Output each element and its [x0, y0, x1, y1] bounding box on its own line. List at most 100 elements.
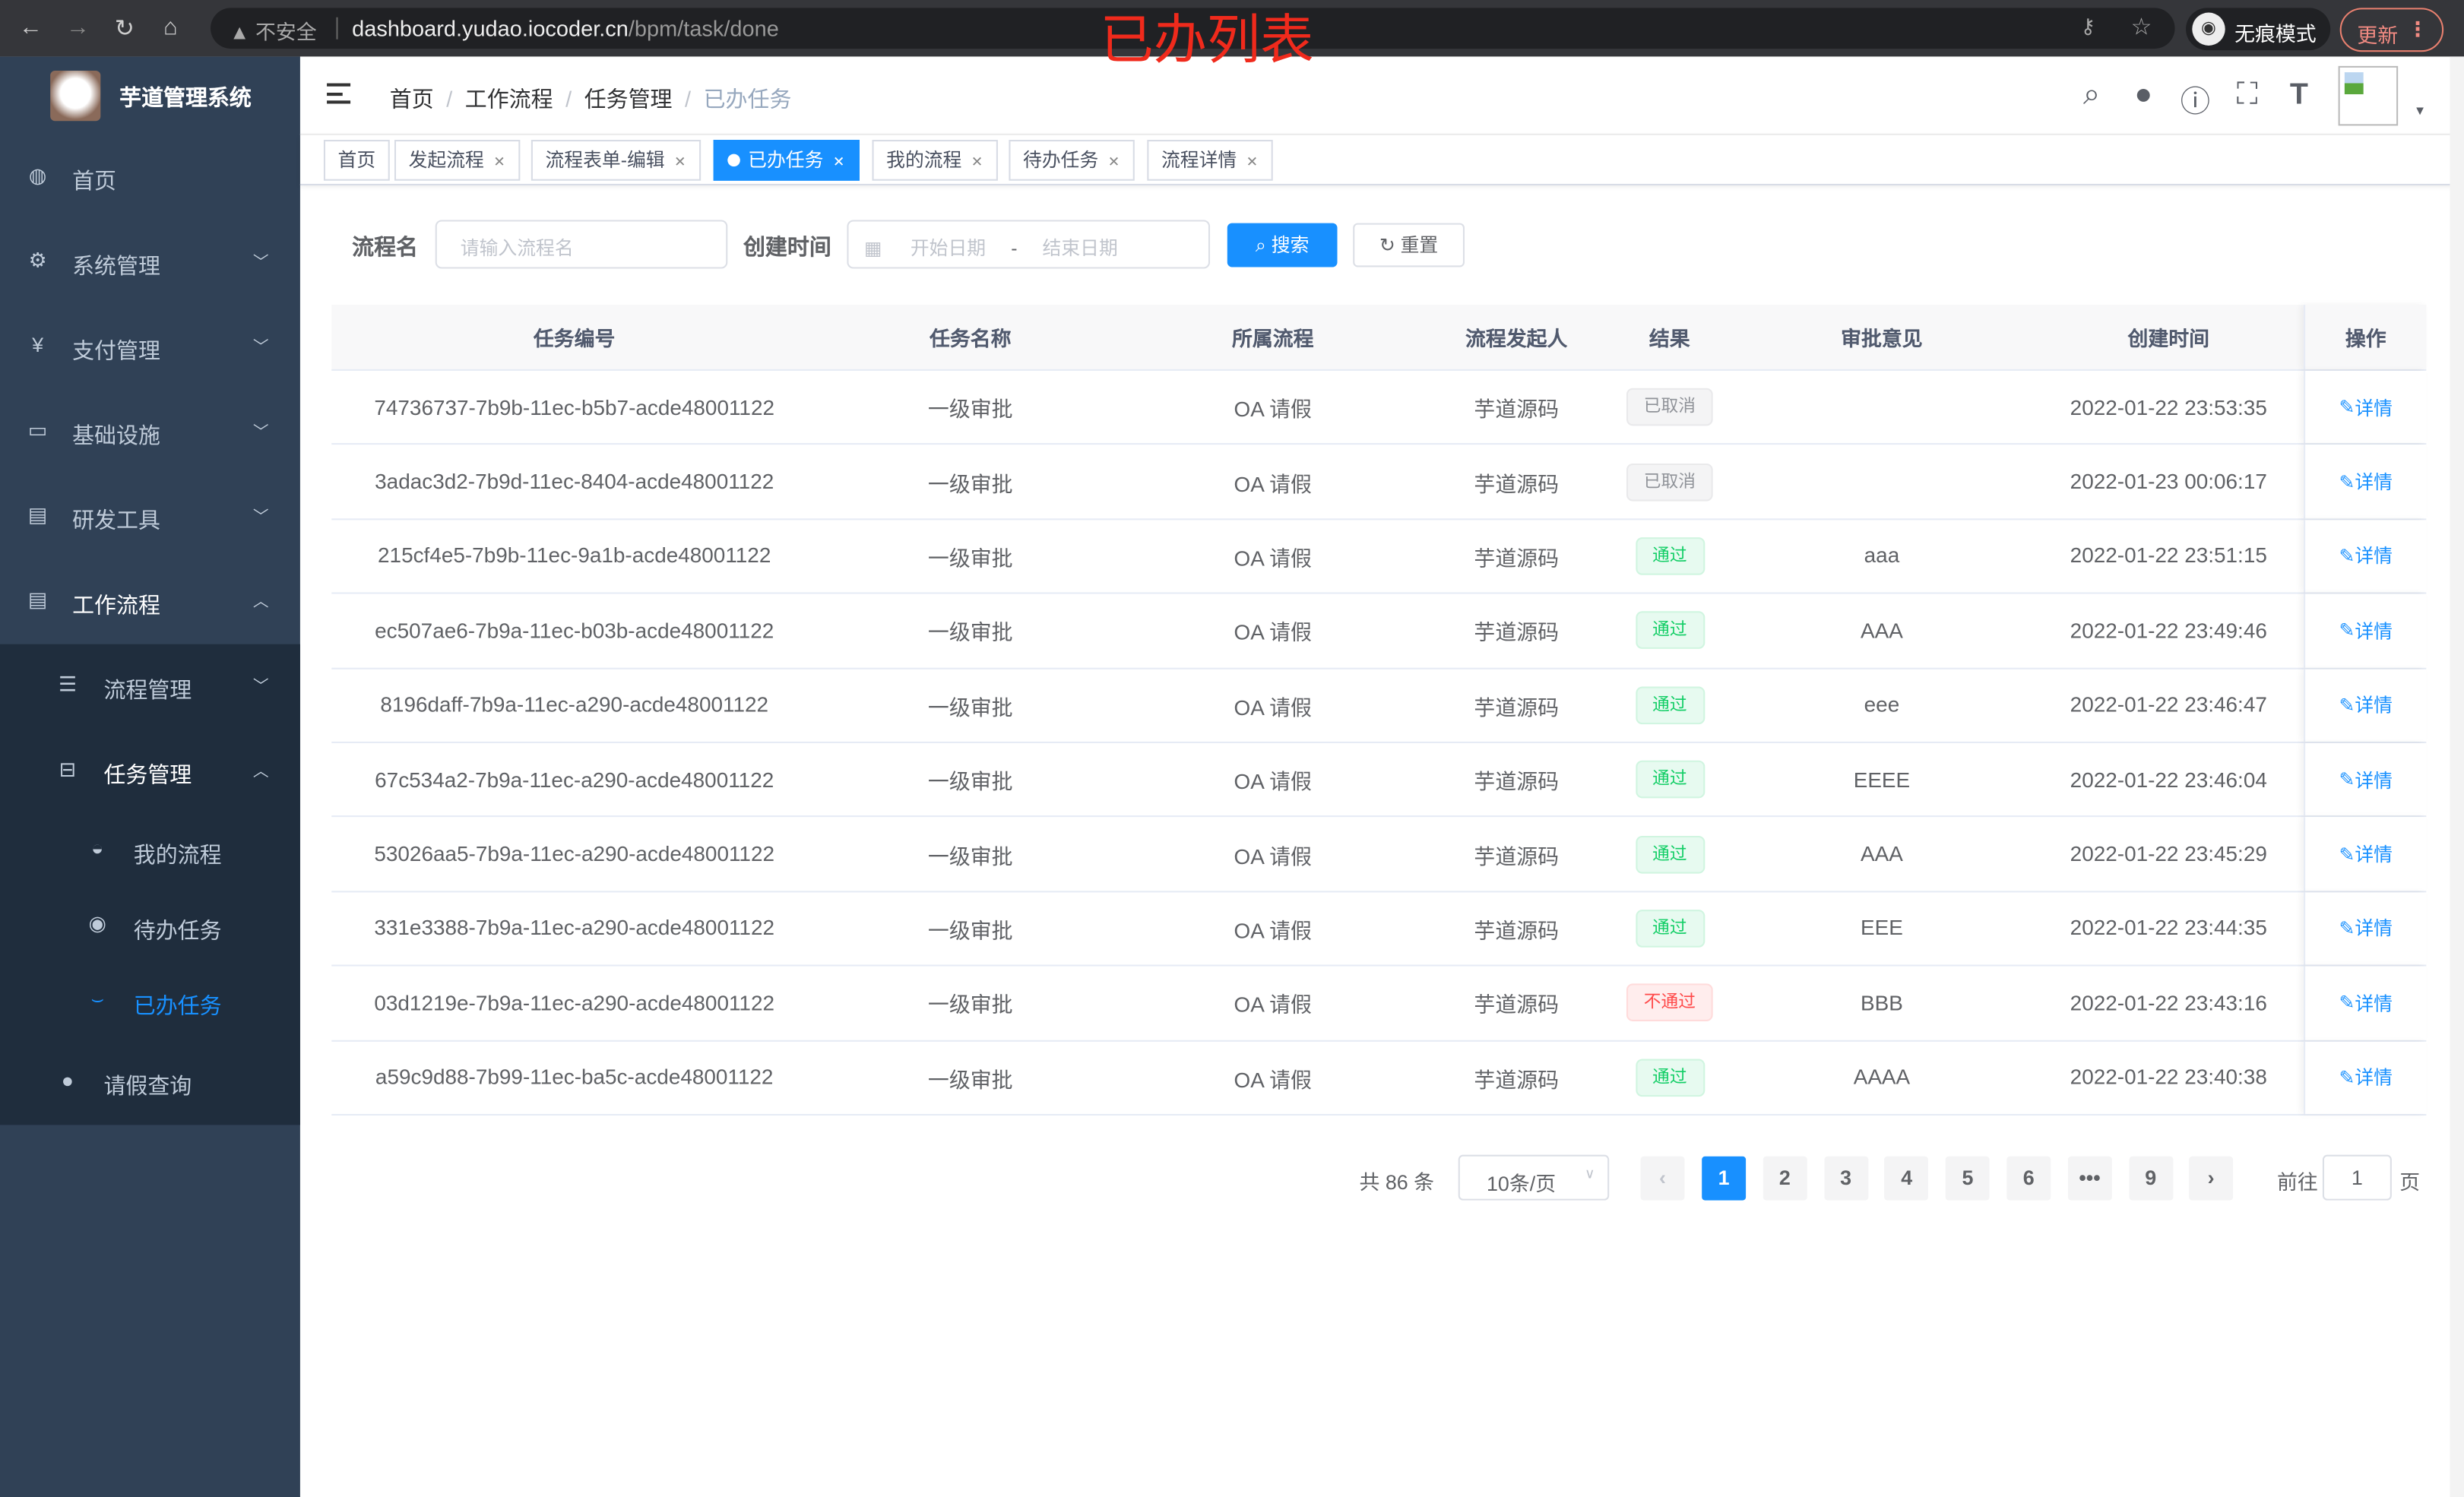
page-button[interactable]: 5	[1946, 1156, 1990, 1201]
column-header-operation[interactable]: 操作	[2304, 305, 2427, 369]
page-size-select[interactable]: 10条/页 ∨	[1458, 1154, 1610, 1201]
page-button[interactable]: 3	[1823, 1156, 1868, 1201]
detail-button[interactable]: ✎ 详情	[2304, 891, 2427, 965]
sidebar-item-home[interactable]: ◍ 首页	[0, 135, 300, 220]
sidebar-item-devtools[interactable]: ▤ 研发工具 ﹀	[0, 474, 300, 559]
cell-text: 详情	[2355, 397, 2393, 419]
breadcrumb-item[interactable]: 任务管理	[584, 86, 673, 112]
detail-button[interactable]: ✎ 详情	[2304, 742, 2427, 816]
tag-done-tasks[interactable]: 已办任务 ✕	[713, 140, 860, 181]
tag-process-detail[interactable]: 流程详情 ✕	[1147, 140, 1272, 181]
forward-icon[interactable]: →	[65, 14, 90, 41]
column-header-process[interactable]: 所属流程	[1123, 305, 1422, 369]
url-text[interactable]: dashboard.yudao.iocoder.cn/bpm/task/done	[352, 16, 779, 41]
column-header-task-name[interactable]: 任务名称	[817, 305, 1123, 369]
tag-label: 流程表单-编辑	[545, 149, 665, 172]
fullscreen-icon[interactable]: ⛶	[2236, 78, 2258, 112]
close-icon[interactable]: ✕	[1246, 153, 1259, 170]
detail-button[interactable]: ✎ 详情	[2304, 1040, 2427, 1114]
detail-button[interactable]: ✎ 详情	[2304, 519, 2427, 593]
close-icon[interactable]: ✕	[493, 153, 505, 170]
column-header-starter[interactable]: 流程发起人	[1422, 305, 1610, 369]
page-button[interactable]: 6	[2006, 1156, 2051, 1201]
detail-button[interactable]: ✎ 详情	[2304, 668, 2427, 742]
column-header-create-time[interactable]: 创建时间	[2035, 305, 2302, 369]
end-date-input[interactable]: 结束日期	[1042, 237, 1118, 260]
avatar[interactable]	[2338, 65, 2399, 126]
security-warning[interactable]: ▲ 不安全	[230, 16, 317, 46]
menu-label: 流程管理	[103, 677, 192, 703]
prev-page-button[interactable]: ‹	[1640, 1156, 1685, 1201]
breadcrumb-separator: /	[685, 86, 692, 112]
caret-down-icon[interactable]: ▼	[2413, 103, 2427, 119]
sidebar-item-todo[interactable]: ◉ 待办任务	[0, 889, 300, 964]
next-page-button[interactable]: ›	[2189, 1156, 2234, 1201]
cell-comment: eee	[1728, 669, 2035, 742]
more-pages-button[interactable]: •••	[2067, 1156, 2112, 1201]
sidebar-item-system[interactable]: ⚙ 系统管理 ﹀	[0, 220, 300, 305]
sidebar-item-infra[interactable]: ▭ 基础设施 ﹀	[0, 390, 300, 475]
detail-button[interactable]: ✎ 详情	[2304, 817, 2427, 891]
column-header-result[interactable]: 结果	[1610, 305, 1728, 369]
close-icon[interactable]: ✕	[674, 153, 686, 170]
search-icon[interactable]: ⌕	[2082, 78, 2100, 112]
search-button[interactable]: ⌕ 搜索	[1227, 223, 1338, 267]
update-button[interactable]: 更新 ⋮	[2339, 8, 2444, 52]
detail-button[interactable]: ✎ 详情	[2304, 966, 2427, 1040]
sidebar-item-process-manage[interactable]: ☰ 流程管理 ﹀	[0, 644, 300, 730]
page-button[interactable]: 9	[2128, 1156, 2173, 1201]
key-icon[interactable]: ⚷	[2080, 14, 2096, 38]
star-icon[interactable]: ☆	[2130, 14, 2152, 41]
page-button[interactable]: 1	[1702, 1156, 1747, 1201]
date-range-picker[interactable]: ▦ 开始日期 - 结束日期	[847, 220, 1211, 269]
address-bar[interactable]: ▲ 不安全 dashboard.yudao.iocoder.cn/bpm/tas…	[211, 8, 2175, 49]
sidebar-logo[interactable]: 芋道管理系统	[0, 56, 300, 135]
breadcrumb-item[interactable]: 首页	[389, 86, 434, 112]
incognito-label: 无痕模式	[2234, 21, 2317, 46]
help-icon[interactable]: ⓘ	[2180, 86, 2211, 120]
sidebar-item-leave[interactable]: ● 请假查询	[0, 1040, 300, 1125]
home-icon[interactable]: ⌂	[163, 14, 178, 41]
detail-button[interactable]: ✎ 详情	[2304, 445, 2427, 518]
cell-create-time: 2022-01-22 23:46:04	[2035, 743, 2302, 816]
page-button[interactable]: 2	[1762, 1156, 1807, 1201]
font-size-icon[interactable]: T	[2289, 78, 2308, 112]
close-icon[interactable]: ✕	[971, 153, 983, 170]
reload-icon[interactable]: ↻	[114, 15, 135, 43]
sidebar-item-workflow[interactable]: ▤ 工作流程 ︿	[0, 559, 300, 644]
refresh-icon: ↻	[1379, 234, 1395, 257]
sidebar-item-pay[interactable]: ¥ 支付管理 ﹀	[0, 305, 300, 390]
app-title: 芋道管理系统	[119, 84, 252, 110]
cell-task-name: 一级审批	[817, 743, 1123, 816]
hamburger-icon[interactable]	[327, 83, 351, 104]
page-scrollbar[interactable]	[2450, 56, 2464, 1497]
close-icon[interactable]: ✕	[1107, 153, 1120, 170]
start-date-input[interactable]: 开始日期	[910, 237, 987, 260]
detail-button[interactable]: ✎ 详情	[2304, 370, 2427, 444]
sidebar-item-done[interactable]: ⌣ 已办任务	[0, 965, 300, 1040]
sidebar-item-task-manage[interactable]: ⊟ 任务管理 ︿	[0, 729, 300, 814]
column-header-comment[interactable]: 审批意见	[1728, 305, 2035, 369]
tag-todo[interactable]: 待办任务 ✕	[1009, 140, 1134, 181]
sidebar-item-my-process[interactable]: ◒ 我的流程	[0, 814, 300, 889]
cell-starter: 芋道源码	[1422, 445, 1610, 518]
tags-view: 首页 发起流程 ✕ 流程表单-编辑 ✕ 已办任务 ✕ 我的流程 ✕ 待办任务 ✕ 流程详情…	[299, 135, 2464, 185]
tag-label: 待办任务	[1023, 149, 1099, 172]
github-icon[interactable]: ●	[2134, 78, 2153, 112]
close-icon[interactable]: ✕	[832, 153, 845, 170]
tag-form-edit[interactable]: 流程表单-编辑 ✕	[530, 140, 701, 181]
tag-home[interactable]: 首页	[323, 140, 390, 181]
back-icon[interactable]: ←	[18, 14, 43, 41]
incognito-badge[interactable]: ◉ 无痕模式	[2186, 8, 2331, 51]
process-name-input[interactable]: 请输入流程名	[435, 220, 728, 269]
page-button[interactable]: 4	[1884, 1156, 1929, 1201]
reset-button[interactable]: ↻ 重置	[1353, 223, 1465, 267]
breadcrumb-item[interactable]: 工作流程	[464, 86, 553, 112]
cell-text: OA 请假	[1234, 844, 1312, 869]
tag-start-process[interactable]: 发起流程 ✕	[394, 140, 520, 181]
tag-my-process[interactable]: 我的流程 ✕	[872, 140, 998, 181]
detail-button[interactable]: ✎ 详情	[2304, 593, 2427, 667]
column-header-task-id[interactable]: 任务编号	[331, 305, 817, 369]
goto-page-input[interactable]: 1	[2322, 1154, 2392, 1201]
cell-process: OA 请假	[1123, 818, 1422, 891]
